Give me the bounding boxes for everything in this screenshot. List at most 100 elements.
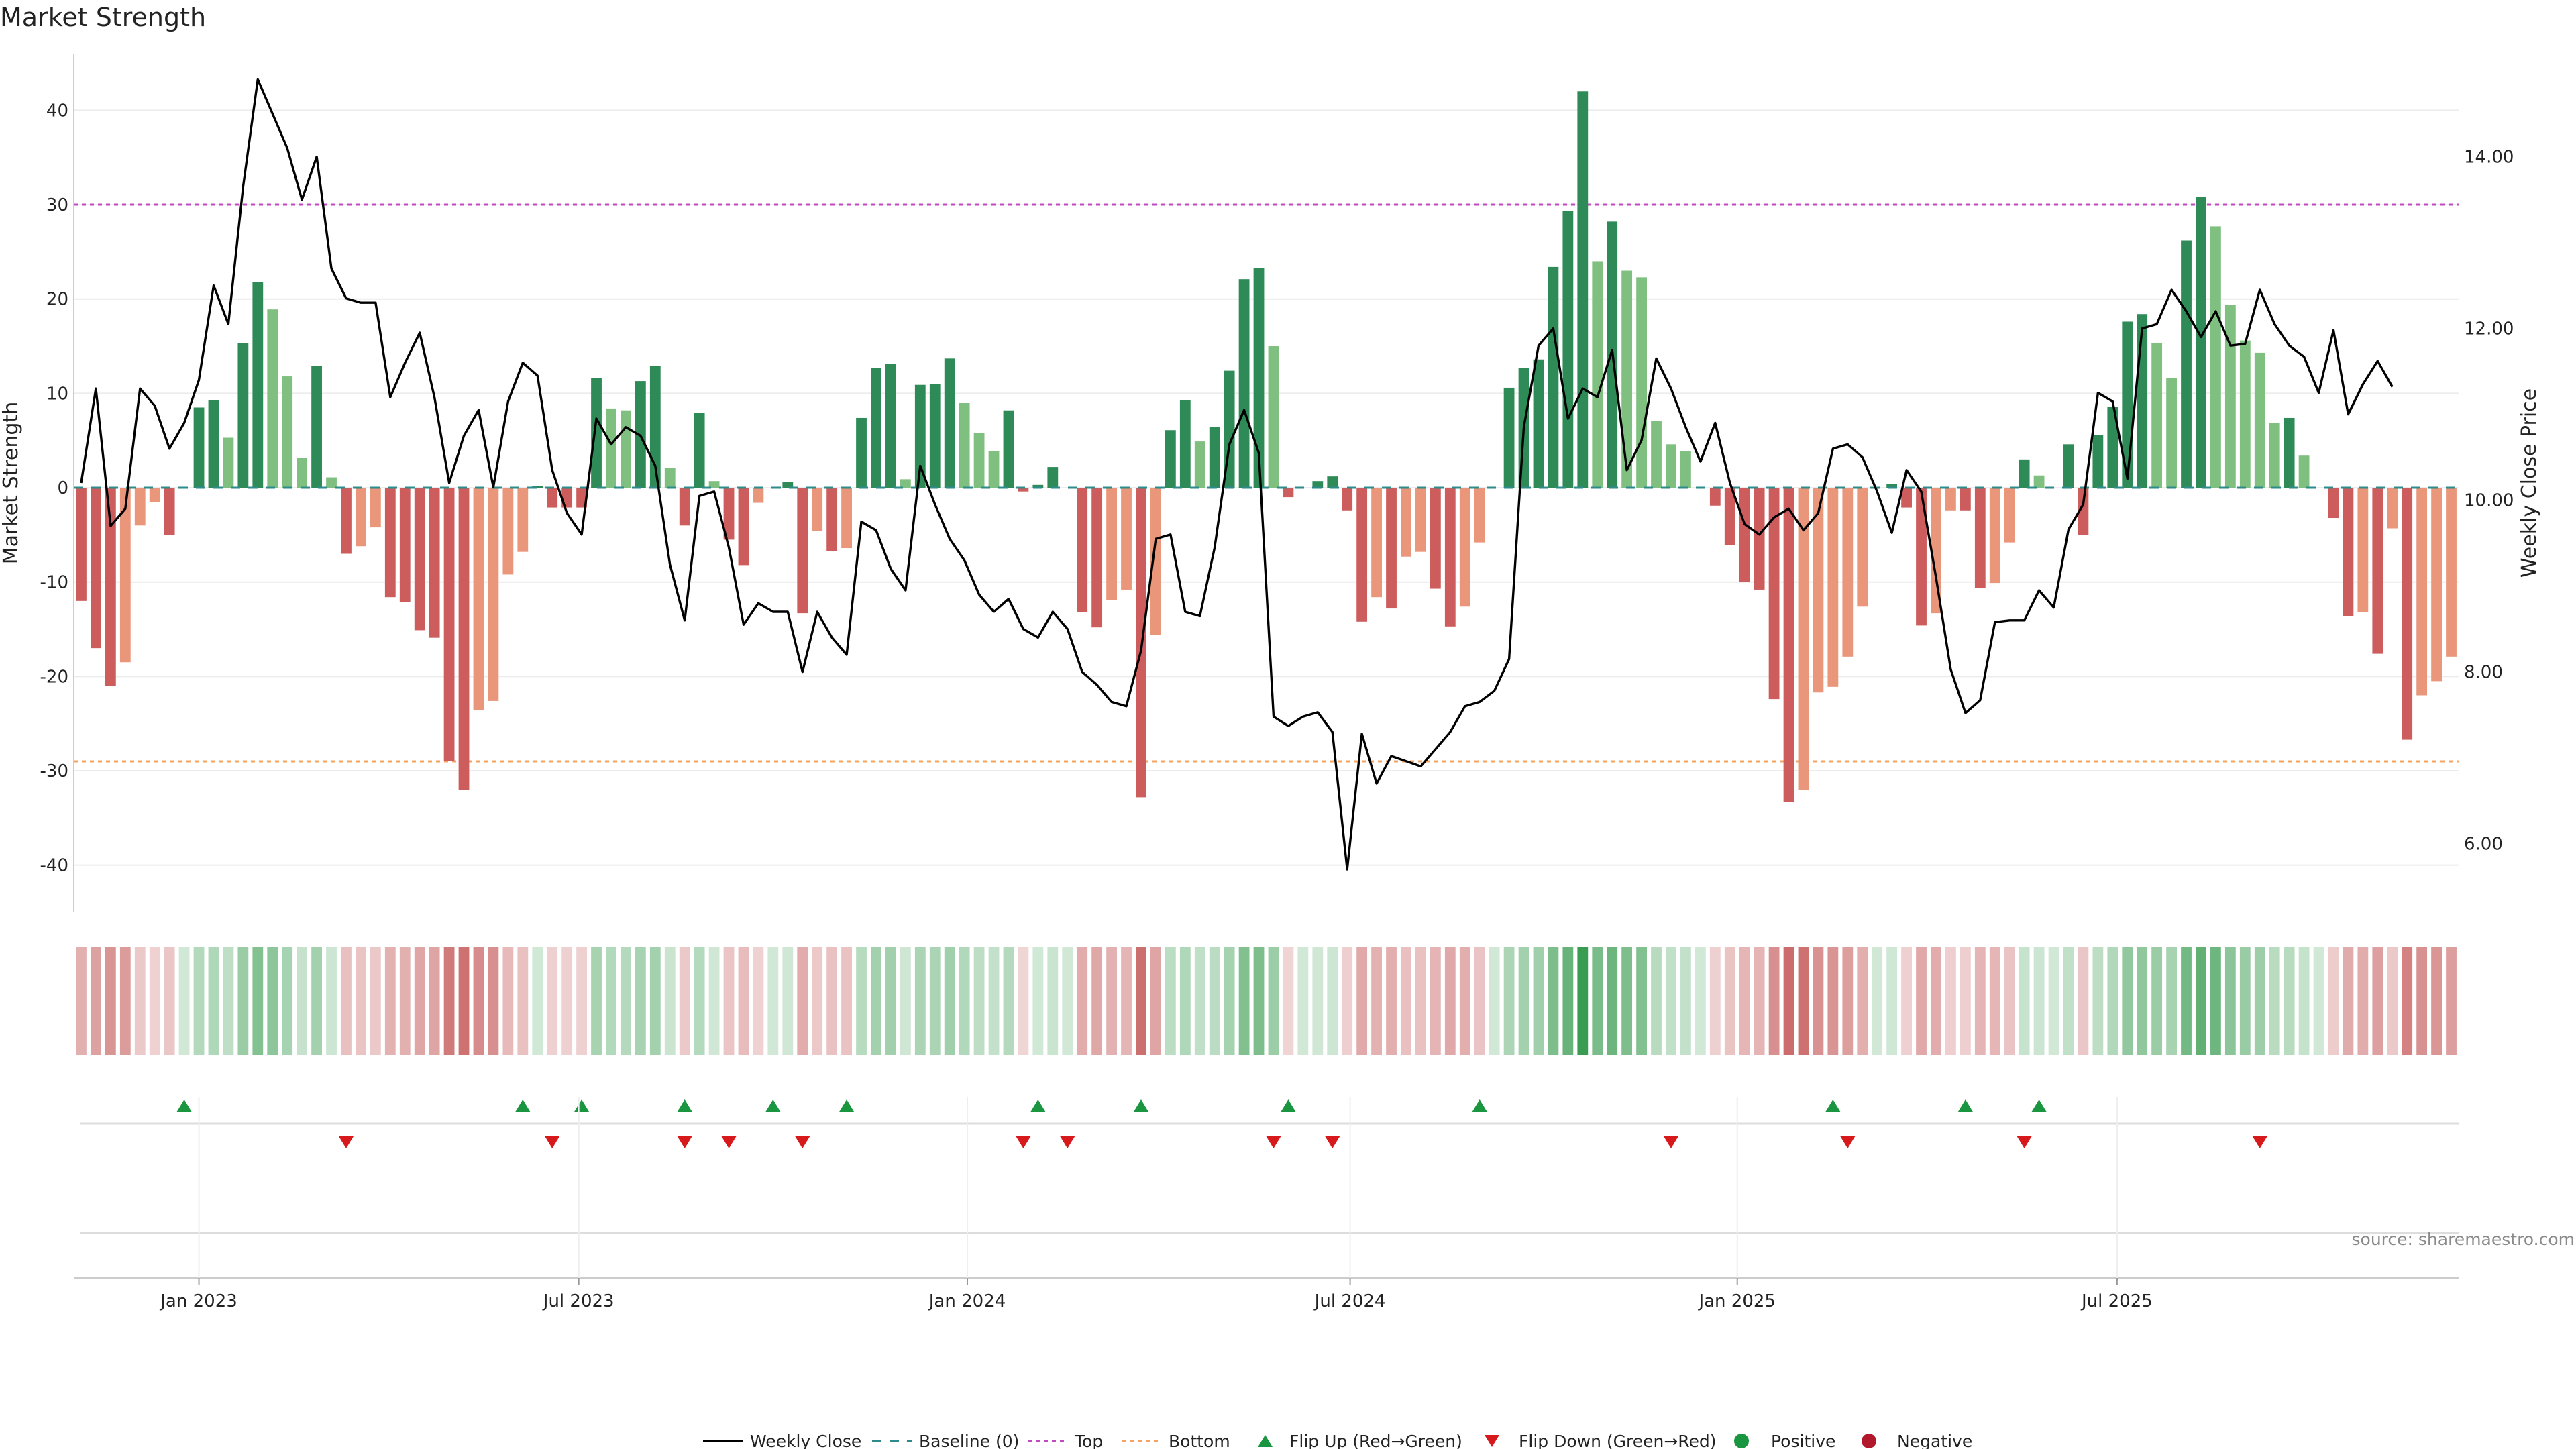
x-tick-label: Jan 2025 — [1697, 1291, 1776, 1311]
strength-bar — [1121, 488, 1132, 590]
heat-cell — [1474, 947, 1485, 1055]
strength-bar — [149, 488, 160, 502]
strength-bar — [1533, 359, 1544, 488]
strength-bar — [1842, 488, 1854, 657]
heat-cell — [1960, 947, 1971, 1055]
heat-cell — [1150, 947, 1161, 1055]
flip-down-marker — [1060, 1136, 1075, 1148]
strength-bar — [1179, 400, 1191, 488]
strength-bar — [1783, 488, 1794, 802]
strength-bar — [988, 451, 1000, 488]
strength-bar — [2357, 488, 2369, 612]
strength-bar — [2372, 488, 2383, 654]
strength-bar — [2151, 343, 2163, 488]
heat-cell — [2313, 947, 2324, 1055]
left-tick-label: -20 — [40, 667, 68, 687]
heat-cell — [326, 947, 337, 1055]
strength-bar — [1327, 476, 1338, 488]
heat-cell — [76, 947, 87, 1055]
left-tick-label: 0 — [57, 478, 68, 498]
strength-bar — [2431, 488, 2442, 682]
heat-cell — [1459, 947, 1470, 1055]
heat-cell — [782, 947, 794, 1055]
strength-bar — [1724, 488, 1735, 545]
strength-bar — [91, 488, 101, 649]
strength-bar — [223, 437, 234, 488]
strength-bar — [1857, 488, 1868, 607]
strength-bar — [679, 488, 690, 526]
flip-down-marker — [795, 1136, 810, 1148]
strength-bar — [1283, 488, 1294, 498]
flip-up-marker — [1030, 1099, 1046, 1112]
strength-bar — [208, 400, 219, 488]
strength-bar — [297, 458, 308, 488]
strength-bar — [2269, 422, 2280, 488]
heat-cell — [384, 947, 396, 1055]
strength-bar — [237, 343, 249, 488]
strength-bar — [458, 488, 470, 790]
flip-down-marker — [677, 1136, 692, 1148]
strength-bar — [1386, 488, 1397, 609]
heat-cell — [1989, 947, 2000, 1055]
legend-flip-up-label: Flip Up (Red→Green) — [1289, 1432, 1462, 1449]
heat-cell — [1106, 947, 1117, 1055]
strength-bar — [443, 488, 455, 761]
strength-bar — [2224, 305, 2236, 488]
heat-cell — [2151, 947, 2163, 1055]
strength-bar — [900, 479, 911, 488]
heat-cell — [1047, 947, 1059, 1055]
heat-cell — [1813, 947, 1824, 1055]
strength-bar — [488, 488, 499, 701]
heat-cell — [1121, 947, 1132, 1055]
left-tick-label: -30 — [40, 761, 68, 782]
heat-cell — [797, 947, 808, 1055]
heat-cell — [429, 947, 440, 1055]
heat-cell — [1636, 947, 1647, 1055]
heat-cell — [649, 947, 661, 1055]
heat-cell — [311, 947, 322, 1055]
strength-bar — [753, 488, 764, 503]
left-tick-label: 20 — [46, 290, 68, 310]
heat-cell — [1666, 947, 1676, 1055]
strength-bar — [164, 488, 175, 535]
heat-cell — [2107, 947, 2118, 1055]
strength-bar — [2078, 488, 2089, 535]
strength-bar — [1651, 421, 1662, 488]
strength-bar — [1077, 488, 1088, 612]
strength-bar — [2092, 435, 2104, 488]
heat-cell — [1651, 947, 1662, 1055]
heat-cell — [2137, 947, 2148, 1055]
heat-cell — [1945, 947, 1956, 1055]
heat-cell — [267, 947, 278, 1055]
heat-cell — [2402, 947, 2413, 1055]
strength-bar — [2387, 488, 2398, 529]
strength-bar — [414, 488, 425, 631]
strength-bar — [2416, 488, 2428, 696]
flip-up-marker — [1472, 1099, 1487, 1112]
flip-down-marker — [1016, 1136, 1031, 1148]
heat-cell — [2019, 947, 2030, 1055]
flip-up-marker — [2031, 1099, 2047, 1112]
strength-bar — [1916, 488, 1927, 626]
heat-cell — [1886, 947, 1898, 1055]
heat-cell — [767, 947, 779, 1055]
strength-bar — [914, 384, 926, 488]
heat-cell — [1444, 947, 1456, 1055]
heat-cell — [1798, 947, 1809, 1055]
heat-cell — [1371, 947, 1382, 1055]
heat-cell — [1607, 947, 1618, 1055]
strength-bar — [1268, 346, 1279, 488]
right-tick-label: 8.00 — [2464, 663, 2503, 683]
heat-cell — [370, 947, 381, 1055]
strength-bar — [1018, 488, 1029, 492]
strength-bar — [282, 376, 293, 488]
strength-bar — [841, 488, 852, 549]
strength-bar — [1238, 279, 1250, 488]
heat-cell — [208, 947, 219, 1055]
strength-bar — [1503, 387, 1515, 488]
legend-top-label: Top — [1074, 1432, 1103, 1449]
heat-cell — [1312, 947, 1324, 1055]
left-tick-label: 10 — [46, 384, 68, 404]
strength-bar — [2063, 444, 2074, 488]
legend-flip-up-icon — [1258, 1435, 1273, 1447]
